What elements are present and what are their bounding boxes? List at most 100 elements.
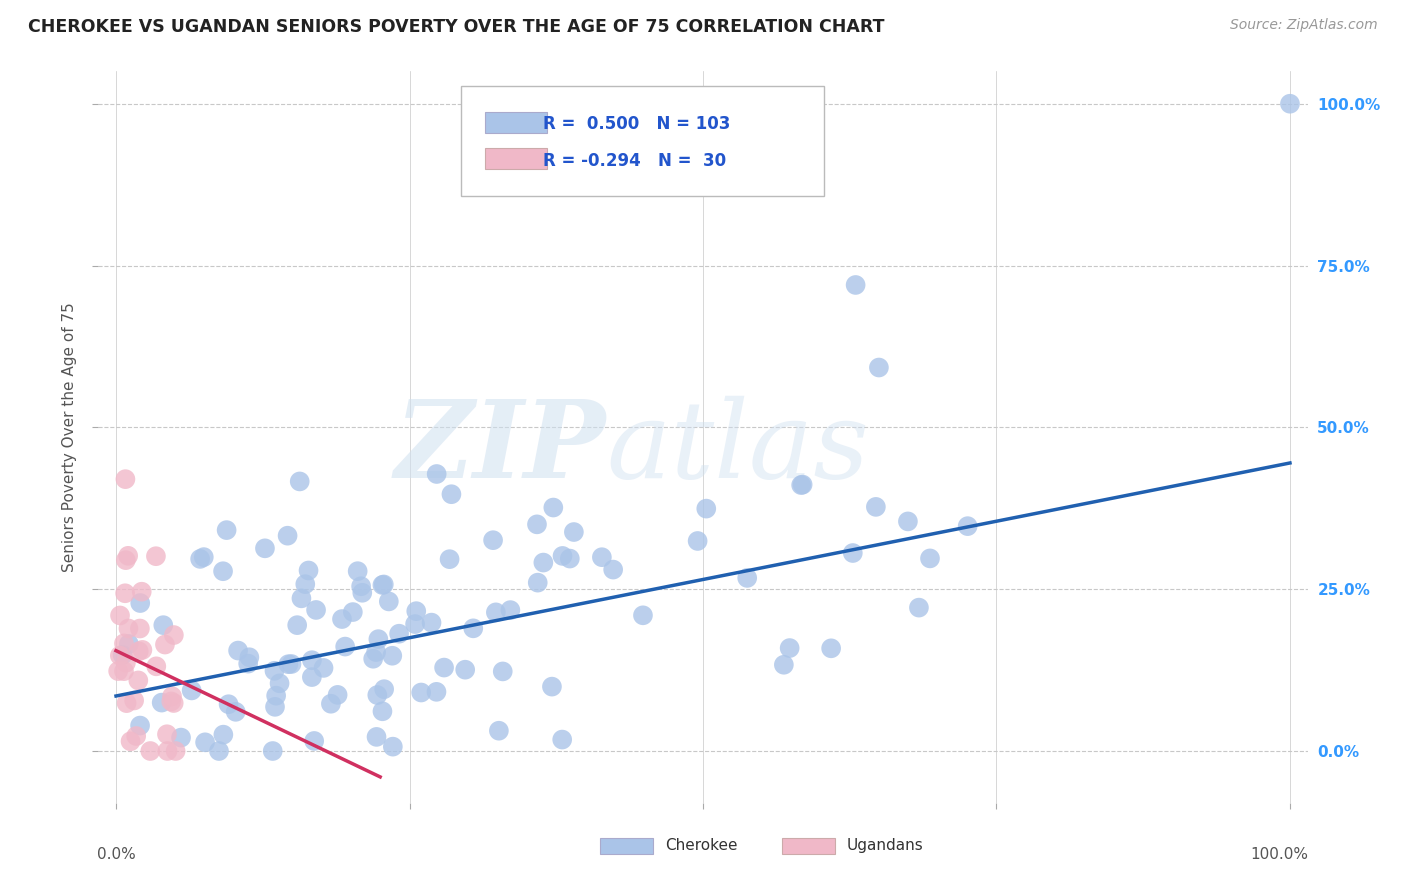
Point (440, 487, 463, 501)
Point (405, 604, 427, 618)
Point (263, 664, 285, 678)
Point (112, 664, 135, 678)
Point (117, 622, 139, 636)
Point (381, 648, 404, 663)
Point (128, 622, 150, 636)
Point (541, 680, 564, 694)
Point (153, 638, 176, 652)
Point (301, 670, 323, 684)
Point (425, 685, 447, 699)
Point (262, 744, 284, 758)
Point (269, 676, 291, 690)
Point (551, 549, 574, 563)
FancyBboxPatch shape (485, 112, 547, 133)
Point (264, 689, 287, 703)
Point (388, 626, 411, 640)
Point (280, 657, 302, 671)
Point (108, 648, 131, 663)
Point (908, 600, 931, 615)
Point (139, 744, 162, 758)
Point (842, 546, 865, 560)
Point (152, 618, 174, 632)
Point (163, 628, 186, 642)
Text: 100.0%: 100.0% (1251, 847, 1309, 862)
Point (319, 697, 342, 711)
Point (366, 730, 388, 744)
Point (127, 673, 149, 688)
Text: Source: ZipAtlas.com: Source: ZipAtlas.com (1230, 18, 1378, 32)
Point (485, 605, 508, 619)
Point (128, 644, 150, 658)
Point (686, 533, 709, 548)
Point (117, 549, 139, 563)
Point (114, 472, 136, 486)
Point (482, 533, 505, 548)
Point (305, 603, 328, 617)
Point (208, 744, 231, 758)
Point (115, 656, 138, 670)
Point (820, 641, 842, 656)
Text: atlas: atlas (606, 395, 869, 500)
Point (156, 727, 179, 741)
Y-axis label: Seniors Poverty Over the Age of 75: Seniors Poverty Over the Age of 75 (62, 302, 77, 572)
Text: ZIP: ZIP (395, 395, 606, 501)
Point (330, 612, 353, 626)
Point (378, 594, 401, 608)
Point (294, 577, 316, 591)
Point (371, 578, 394, 592)
Point (212, 728, 235, 742)
Point (381, 739, 404, 754)
Point (188, 552, 211, 566)
Point (193, 550, 215, 565)
Point (779, 641, 801, 656)
Point (253, 541, 276, 556)
Text: CHEROKEE VS UGANDAN SENIORS POVERTY OVER THE AGE OF 75 CORRELATION CHART: CHEROKEE VS UGANDAN SENIORS POVERTY OVER… (28, 18, 884, 36)
Point (411, 685, 433, 699)
Point (773, 657, 796, 672)
Point (156, 744, 179, 758)
Point (868, 360, 890, 375)
Point (404, 617, 426, 632)
Point (426, 467, 449, 481)
Text: Ugandans: Ugandans (846, 838, 924, 854)
Point (333, 640, 356, 654)
Point (115, 696, 138, 710)
Point (562, 524, 585, 539)
Point (145, 659, 167, 673)
Point (352, 586, 374, 600)
Point (558, 551, 581, 566)
Text: Cherokee: Cherokee (665, 838, 738, 854)
Point (215, 523, 238, 537)
Point (180, 683, 202, 698)
Point (695, 501, 717, 516)
FancyBboxPatch shape (600, 838, 654, 854)
Point (118, 637, 141, 651)
Point (277, 657, 299, 672)
Point (150, 696, 173, 710)
Point (107, 664, 129, 678)
Point (165, 744, 187, 758)
Point (918, 551, 941, 566)
Point (845, 277, 868, 292)
Point (194, 735, 217, 749)
Point (790, 478, 813, 492)
Point (792, 477, 814, 491)
Point (285, 618, 308, 632)
Point (488, 723, 510, 738)
Point (120, 734, 142, 748)
Point (371, 704, 394, 718)
Point (225, 705, 247, 719)
Point (288, 475, 311, 489)
Point (373, 577, 395, 591)
Point (492, 665, 515, 679)
FancyBboxPatch shape (782, 838, 835, 854)
Point (301, 653, 323, 667)
Point (361, 651, 384, 665)
Point (439, 552, 461, 566)
Point (312, 661, 335, 675)
Point (297, 564, 319, 578)
FancyBboxPatch shape (485, 148, 547, 169)
Point (238, 650, 260, 665)
Point (602, 563, 624, 577)
Point (543, 500, 565, 515)
